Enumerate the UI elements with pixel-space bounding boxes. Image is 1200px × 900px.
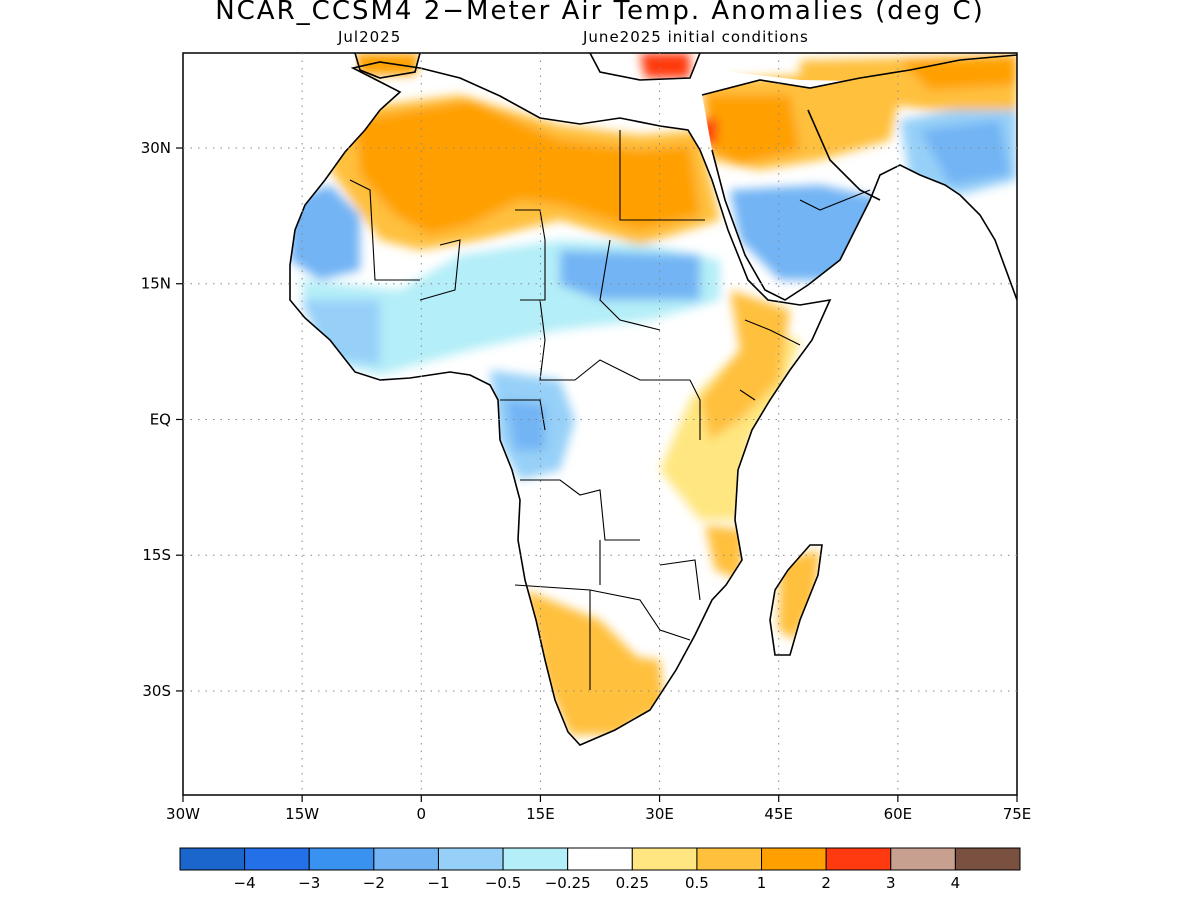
colorbar-swatch bbox=[954, 847, 1021, 871]
axis-ticks: 30W 15W 0 15E 30E 45E 60E 75E 30N 15N EQ 15S 30S bbox=[141, 139, 1032, 823]
map-frame bbox=[182, 52, 1018, 796]
colorbar-swatch bbox=[761, 847, 827, 871]
map-title: NCAR_CCSM4 2−Meter Air Temp. Anomalies (… bbox=[215, 0, 985, 26]
x-tick-label: 15E bbox=[526, 805, 555, 823]
colorbar-swatch bbox=[631, 847, 698, 871]
initial-conditions: June2025 initial conditions bbox=[583, 28, 809, 46]
colorbar: −4 −3 −2 −1 −0.5 −0.25 0.25 0.5 1 2 3 4 bbox=[179, 847, 1021, 892]
x-tick-label: 75E bbox=[1003, 805, 1032, 823]
x-tick-label: 30E bbox=[645, 805, 674, 823]
colorbar-label: 1 bbox=[757, 874, 767, 892]
colorbar-label: 0.25 bbox=[616, 874, 649, 892]
forecast-month: Jul2025 bbox=[338, 28, 402, 46]
colorbar-swatch bbox=[696, 847, 763, 871]
y-tick-label: EQ bbox=[150, 410, 171, 428]
colorbar-swatch bbox=[890, 847, 956, 871]
x-tick-label: 60E bbox=[884, 805, 913, 823]
colorbar-swatch bbox=[244, 847, 310, 871]
y-tick-label: 15N bbox=[141, 275, 171, 293]
colorbar-swatch bbox=[502, 847, 569, 871]
coastlines bbox=[289, 53, 1017, 746]
anomaly-shading bbox=[290, 53, 1017, 735]
colorbar-label: 4 bbox=[951, 874, 961, 892]
colorbar-label: −4 bbox=[234, 874, 256, 892]
colorbar-swatch bbox=[825, 847, 892, 871]
colorbar-label: 2 bbox=[821, 874, 831, 892]
colorbar-label: −1 bbox=[427, 874, 449, 892]
colorbar-label: −0.5 bbox=[485, 874, 521, 892]
x-tick-label: 0 bbox=[417, 805, 427, 823]
country-borders bbox=[349, 130, 871, 690]
y-tick-label: 15S bbox=[142, 546, 171, 564]
colorbar-label: −3 bbox=[298, 874, 320, 892]
colorbar-label: −0.25 bbox=[545, 874, 591, 892]
colorbar-label: 0.5 bbox=[685, 874, 709, 892]
x-tick-label: 30W bbox=[166, 805, 200, 823]
colorbar-swatch bbox=[373, 847, 439, 871]
colorbar-swatch bbox=[179, 847, 246, 871]
x-tick-label: 15W bbox=[285, 805, 319, 823]
y-tick-label: 30S bbox=[142, 682, 171, 700]
colorbar-label: 3 bbox=[886, 874, 896, 892]
colorbar-swatch bbox=[308, 847, 375, 871]
y-tick-label: 30N bbox=[141, 139, 171, 157]
colorbar-swatch bbox=[567, 847, 633, 871]
colorbar-label: −2 bbox=[363, 874, 385, 892]
x-tick-label: 45E bbox=[764, 805, 793, 823]
colorbar-swatch bbox=[437, 847, 504, 871]
